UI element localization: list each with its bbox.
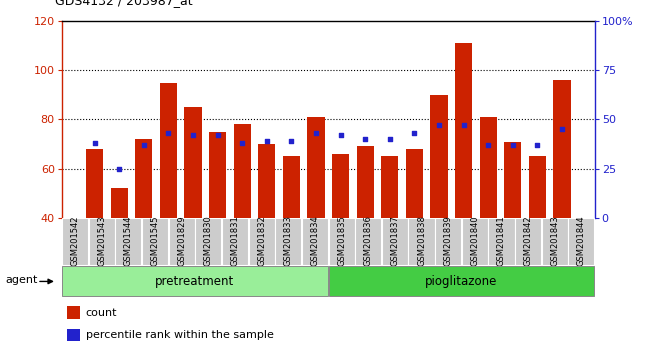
Text: GSM201832: GSM201832 [257,215,266,266]
Text: GSM201841: GSM201841 [497,215,506,266]
FancyBboxPatch shape [328,218,355,265]
Text: pretreatment: pretreatment [155,275,235,288]
Bar [209,132,226,218]
FancyBboxPatch shape [408,218,435,265]
Bar [307,117,324,218]
FancyBboxPatch shape [435,218,462,265]
FancyBboxPatch shape [115,218,142,265]
FancyBboxPatch shape [62,218,88,265]
FancyBboxPatch shape [222,218,248,265]
Point [311,130,321,136]
Text: GSM201840: GSM201840 [471,215,479,266]
FancyBboxPatch shape [168,218,195,265]
Point [335,132,346,138]
Bar [67,307,81,319]
Bar [160,82,177,218]
Point [360,136,370,142]
Point [385,136,395,142]
Text: GSM201545: GSM201545 [151,215,159,266]
Text: GSM201544: GSM201544 [124,215,133,266]
Bar [553,80,571,218]
Text: GSM201838: GSM201838 [417,215,426,266]
Text: GSM201837: GSM201837 [391,215,399,266]
Bar [381,156,398,218]
Point [237,140,248,146]
Point [556,126,567,132]
Text: percentile rank within the sample: percentile rank within the sample [86,330,274,340]
Point [213,132,223,138]
Text: GSM201839: GSM201839 [444,215,452,266]
Point [508,142,518,148]
Bar [111,188,128,218]
Point [434,122,444,128]
Text: GDS4132 / 203987_at: GDS4132 / 203987_at [55,0,193,7]
FancyBboxPatch shape [328,267,595,296]
Text: pioglitazone: pioglitazone [425,275,498,288]
Bar [135,139,152,218]
Bar [332,154,349,218]
Point [138,142,149,148]
Point [483,142,493,148]
Bar [480,117,497,218]
FancyBboxPatch shape [248,218,275,265]
Bar [357,147,374,218]
Bar [406,149,423,218]
FancyBboxPatch shape [462,218,488,265]
Text: count: count [86,308,117,318]
Text: GSM201835: GSM201835 [337,215,346,266]
FancyBboxPatch shape [382,218,408,265]
Bar [528,156,546,218]
Bar [430,95,448,218]
FancyBboxPatch shape [355,218,382,265]
Point [286,138,296,144]
Bar [283,156,300,218]
Point [188,132,198,138]
FancyBboxPatch shape [515,218,541,265]
Point [114,166,124,171]
Point [409,130,419,136]
FancyBboxPatch shape [195,218,222,265]
FancyBboxPatch shape [488,218,515,265]
FancyBboxPatch shape [302,218,328,265]
Point [90,140,100,146]
Text: GSM201843: GSM201843 [551,215,559,266]
Text: GSM201830: GSM201830 [204,215,213,266]
Point [458,122,469,128]
Text: GSM201834: GSM201834 [311,215,319,266]
Text: GSM201831: GSM201831 [231,215,239,266]
FancyBboxPatch shape [142,218,168,265]
Bar [258,144,276,218]
FancyBboxPatch shape [275,218,302,265]
Point [163,130,174,136]
Text: GSM201844: GSM201844 [577,215,586,266]
Bar [455,43,472,218]
Point [261,138,272,144]
Text: GSM201829: GSM201829 [177,215,186,266]
Bar [67,329,81,341]
Text: agent: agent [5,275,37,285]
FancyBboxPatch shape [541,218,568,265]
Bar [504,142,521,218]
Point [532,142,543,148]
Text: GSM201542: GSM201542 [71,215,79,266]
FancyBboxPatch shape [568,218,595,265]
Text: GSM201836: GSM201836 [364,215,372,266]
Text: GSM201833: GSM201833 [284,215,292,266]
Text: GSM201543: GSM201543 [98,215,106,266]
Bar [185,107,202,218]
Text: GSM201842: GSM201842 [524,215,532,266]
FancyBboxPatch shape [62,267,328,296]
Bar [233,124,251,218]
FancyBboxPatch shape [88,218,115,265]
Bar [86,149,103,218]
